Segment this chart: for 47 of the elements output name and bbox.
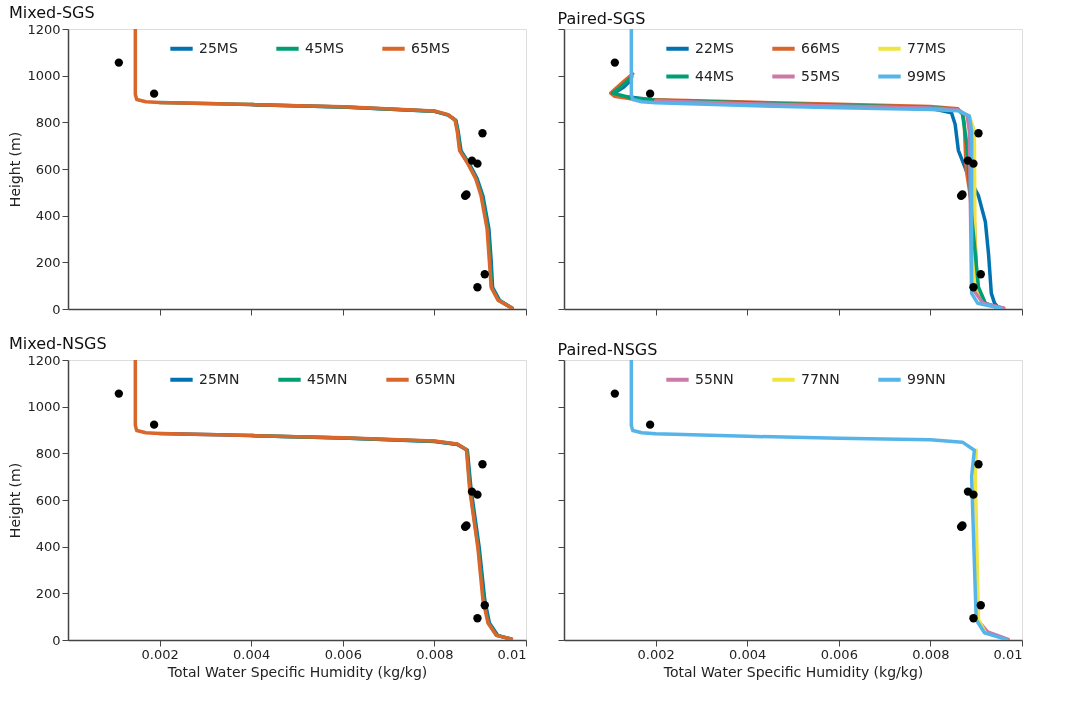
legend-label: 55MS (801, 67, 840, 84)
legend-label: 25MN (199, 370, 240, 387)
y-tick-label: 600 (35, 492, 61, 508)
legend-label: 99NN (907, 370, 946, 387)
y-tick-label: 0 (52, 632, 61, 648)
x-tick-label: 0.008 (416, 646, 454, 662)
legend-label: 44MS (695, 67, 734, 84)
y-tick-label: 200 (35, 585, 61, 601)
x-tick-label: 0.006 (820, 646, 858, 662)
x-axis-title: Total Water Specific Humidity (kg/kg) (166, 663, 428, 680)
x-tick-label: 0.006 (324, 646, 362, 662)
x-axis-title: Total Water Specific Humidity (kg/kg) (662, 663, 924, 680)
y-tick-label: 400 (35, 539, 61, 555)
y-tick-label: 1200 (27, 352, 61, 368)
legend-label: 22MS (695, 39, 734, 56)
x-tick-label: 0.01 (993, 646, 1023, 662)
y-tick-label: 800 (35, 445, 61, 461)
legend-label: 77NN (801, 370, 840, 387)
chart-title: Mixed-NSGS (8, 334, 107, 353)
y-axis-title: Height (m) (7, 462, 24, 539)
y-tick-label: 600 (35, 161, 61, 177)
x-tick-label: 0.004 (729, 646, 767, 662)
x-tick-label: 0.008 (912, 646, 950, 662)
y-tick-label: 400 (35, 208, 61, 224)
legend-label: 25MS (199, 39, 238, 56)
legend-label: 45MN (307, 370, 348, 387)
chart-title: Mixed-SGS (8, 3, 95, 22)
y-tick-label: 0 (52, 301, 61, 317)
x-tick-label: 0.004 (233, 646, 271, 662)
y-tick-label: 800 (35, 114, 61, 130)
legend-label: 65MN (415, 370, 456, 387)
chart-title: Paired-NSGS (557, 339, 658, 359)
y-tick-label: 1200 (27, 21, 61, 37)
x-tick-label: 0.002 (637, 646, 675, 662)
y-tick-label: 1000 (27, 399, 61, 415)
chart-title: Paired-SGS (557, 8, 646, 28)
legend-label: 66MS (801, 39, 840, 56)
legend-label: 99MS (907, 67, 946, 84)
legend-label: 65MS (411, 39, 450, 56)
legend-label: 45MS (305, 39, 344, 56)
y-tick-label: 1000 (27, 68, 61, 84)
y-tick-label: 200 (35, 254, 61, 270)
legend-label: 77MS (907, 39, 946, 56)
legend-label: 55NN (695, 370, 734, 387)
x-tick-label: 0.002 (141, 646, 179, 662)
x-tick-label: 0.01 (497, 646, 527, 662)
y-axis-title: Height (m) (7, 131, 24, 208)
